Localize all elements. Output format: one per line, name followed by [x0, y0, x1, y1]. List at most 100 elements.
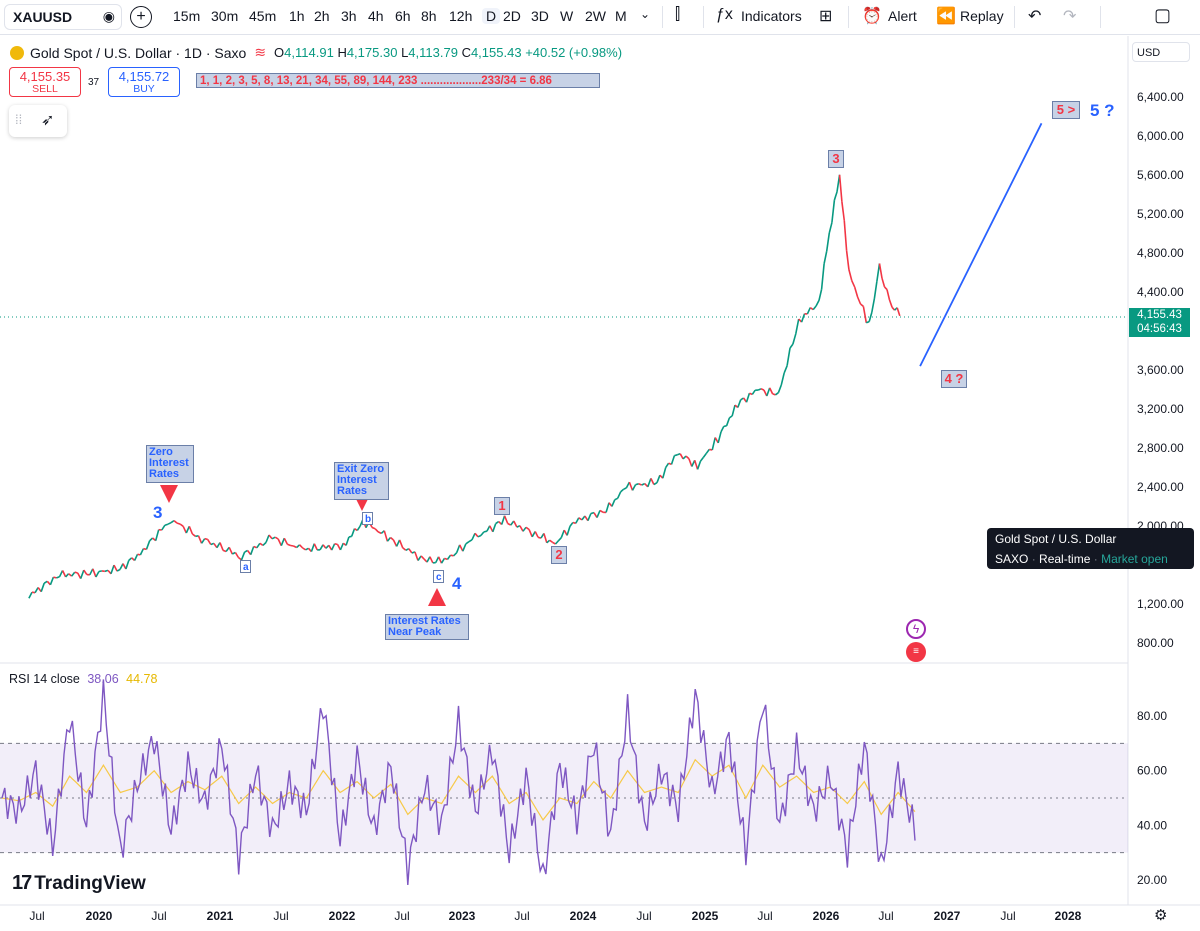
indicators-button[interactable]: Indicators	[741, 8, 802, 24]
replay-button[interactable]: Replay	[960, 8, 1004, 24]
annotation-zero-rates[interactable]: Zero Interest Rates	[146, 445, 194, 483]
price-candle	[702, 452, 708, 458]
timeframe-12h[interactable]: 12h	[449, 8, 473, 24]
wave-label-5-box[interactable]: 5 >	[1052, 101, 1080, 119]
rsi-tick-label: 80.00	[1137, 709, 1167, 723]
price-tick-label: 2,400.00	[1137, 480, 1184, 494]
annotation-exit-zero[interactable]: Exit Zero Interest Rates	[334, 462, 389, 500]
timeframe-W[interactable]: W	[560, 8, 574, 24]
price-candle	[650, 478, 655, 485]
timeframe-2h[interactable]: 2h	[314, 8, 330, 24]
price-candle	[818, 289, 823, 301]
timeframe-3h[interactable]: 3h	[341, 8, 357, 24]
current-price-tag: 4,155.43 04:56:43	[1129, 308, 1190, 337]
us-flag-icon[interactable]: ≡	[906, 642, 926, 662]
price-candle	[806, 307, 812, 315]
price-candle	[888, 299, 893, 308]
wave-label-2[interactable]: 2	[551, 546, 567, 564]
price-candle	[161, 524, 166, 531]
price-candle	[546, 539, 551, 544]
buy-button[interactable]: 4,155.72 BUY	[108, 67, 180, 97]
rsi-line	[1, 679, 916, 886]
price-candle	[310, 543, 316, 552]
drag-handle-icon[interactable]: ⁞⁞	[15, 112, 23, 127]
price-candle	[405, 547, 410, 552]
time-tick-label: 2026	[813, 909, 840, 923]
symbol-search[interactable]: XAUUSD ◉	[4, 4, 122, 30]
currency-selector[interactable]: USD	[1132, 42, 1190, 62]
timeframe-D[interactable]: D	[482, 8, 501, 24]
price-candle	[740, 397, 745, 401]
wave-label-1[interactable]: 1	[494, 497, 510, 515]
replay-icon[interactable]: ⏪	[936, 8, 956, 25]
spread-value: 37	[88, 77, 100, 88]
price-candle	[444, 557, 448, 561]
price-candle	[299, 544, 304, 549]
sell-button[interactable]: 4,155.35 SELL	[9, 67, 81, 97]
price-candle	[641, 482, 646, 486]
timeframe-3D[interactable]: 3D	[531, 8, 549, 24]
price-candle	[495, 520, 500, 525]
price-candle	[440, 557, 446, 564]
wave-label-a[interactable]: a	[240, 560, 251, 573]
wave-label-b[interactable]: b	[362, 512, 373, 525]
price-tick-label: 6,400.00	[1137, 90, 1184, 104]
alarm-clock-icon[interactable]: ⏰	[862, 8, 882, 25]
fibonacci-note[interactable]: 1, 1, 2, 3, 5, 8, 13, 21, 34, 55, 89, 14…	[196, 73, 600, 88]
wave-label-c[interactable]: c	[433, 570, 444, 583]
layouts-icon[interactable]: ⊞	[819, 8, 833, 25]
timeframe-15m[interactable]: 15m	[173, 8, 201, 24]
price-candle	[434, 556, 440, 564]
price-candle	[474, 532, 479, 538]
price-candle	[823, 251, 828, 264]
price-candle	[614, 497, 619, 501]
wave-label-4-low[interactable]: 4	[452, 574, 462, 593]
price-candle	[200, 538, 206, 544]
price-candle	[522, 526, 527, 532]
compare-eye-icon[interactable]: ◉	[102, 8, 115, 24]
timeframe-1h[interactable]: 1h	[289, 8, 305, 24]
indicators-icon[interactable]: ƒx	[716, 6, 733, 23]
timeframe-30m[interactable]: 30m	[211, 8, 239, 24]
price-candle	[240, 551, 246, 561]
price-candle	[95, 571, 100, 578]
rsi-tick-label: 20.00	[1137, 873, 1167, 887]
price-candle	[534, 531, 539, 538]
fullscreen-icon[interactable]: ▢	[1154, 5, 1172, 25]
timeframe-2W[interactable]: 2W	[585, 8, 606, 24]
projection-line	[919, 122, 1043, 367]
price-candle	[296, 544, 301, 549]
price-candle	[228, 546, 234, 555]
price-candle	[453, 552, 458, 557]
timeframe-8h[interactable]: 8h	[421, 8, 437, 24]
add-symbol-icon[interactable]: +	[130, 6, 152, 28]
undo-icon[interactable]: ↶	[1028, 8, 1042, 25]
wave-label-4-projected[interactable]: 4 ?	[941, 370, 967, 388]
timeframe-45m[interactable]: 45m	[249, 8, 277, 24]
gear-icon[interactable]: ⚙	[1154, 907, 1168, 924]
price-candle	[693, 460, 699, 470]
redo-icon[interactable]: ↷	[1063, 8, 1077, 25]
chevron-down-icon[interactable]: ⌄	[640, 7, 651, 21]
wave-label-3[interactable]: 3	[828, 150, 844, 168]
drawing-toolbar: ⁞⁞ ➶	[9, 105, 67, 137]
price-candle	[336, 544, 342, 551]
price-candle	[348, 535, 352, 538]
alert-button[interactable]: Alert	[888, 8, 917, 24]
timeframe-4h[interactable]: 4h	[368, 8, 384, 24]
price-candle	[731, 404, 736, 417]
price-candle	[656, 474, 661, 483]
lightning-icon[interactable]: ϟ	[906, 619, 926, 639]
annotation-rates-peak[interactable]: Interest Rates Near Peak	[385, 614, 469, 640]
timeframe-M[interactable]: M	[615, 8, 627, 24]
wave-label-5-projected[interactable]: 5 ?	[1090, 101, 1115, 120]
candles-icon[interactable]: ⫿	[675, 6, 681, 23]
timeframe-2D[interactable]: 2D	[503, 8, 521, 24]
price-candle	[259, 542, 264, 547]
price-candle	[71, 571, 76, 577]
timeframe-6h[interactable]: 6h	[395, 8, 411, 24]
price-candle	[833, 191, 838, 201]
wave-label-3-low[interactable]: 3	[153, 503, 163, 522]
cursor-icon[interactable]: ➶	[41, 112, 55, 129]
